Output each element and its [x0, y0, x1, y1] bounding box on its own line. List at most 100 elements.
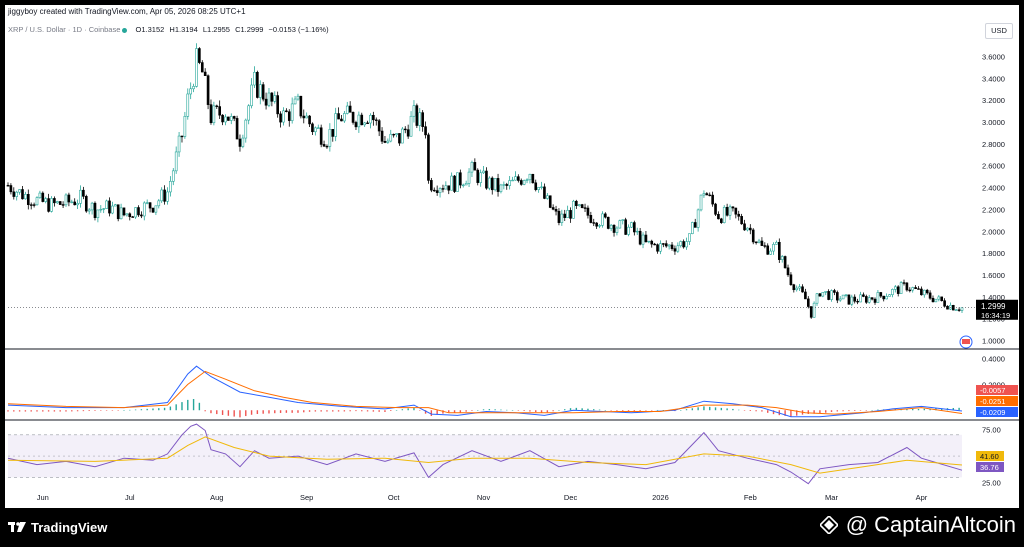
- candle-down: [58, 201, 62, 205]
- candle-up: [438, 188, 442, 193]
- candle-down: [221, 114, 224, 123]
- candle-down: [743, 223, 746, 231]
- macd-histogram-bar: [917, 408, 920, 411]
- candle-down: [122, 207, 126, 216]
- candle-up: [844, 294, 848, 296]
- candle-up: [409, 115, 413, 137]
- candle-up: [696, 209, 700, 228]
- candle-down: [673, 248, 677, 252]
- candle-down: [740, 216, 743, 225]
- macd-histogram-bar: [285, 410, 288, 413]
- macd-histogram-bar: [129, 409, 131, 411]
- candle-up: [229, 116, 233, 121]
- close-label: C: [235, 25, 241, 34]
- candle-up: [830, 290, 833, 300]
- candle-down: [554, 208, 558, 212]
- candle-down: [430, 180, 433, 191]
- candle-down: [563, 213, 567, 218]
- candle-down: [662, 243, 665, 245]
- candle-down: [372, 114, 375, 121]
- candle-down: [940, 296, 944, 302]
- candle-down: [650, 240, 654, 245]
- macd-histogram-bar: [639, 410, 641, 412]
- candle-down: [366, 122, 369, 124]
- macd-histogram-bar: [111, 410, 114, 411]
- macd-histogram-bar: [349, 410, 351, 412]
- macd-line: [7, 365, 963, 418]
- tradingview-logo[interactable]: TradingView: [8, 520, 107, 535]
- candle-down: [325, 145, 329, 148]
- candle-down: [517, 176, 520, 181]
- candle-up: [899, 282, 903, 294]
- candle-up: [525, 179, 529, 181]
- candle-down: [586, 207, 590, 216]
- price-tick-label: 2.0000: [982, 227, 1005, 236]
- macd-histogram-bar: [239, 410, 241, 418]
- macd-histogram-bar: [796, 410, 798, 416]
- candle-down: [140, 214, 143, 217]
- candle-down: [809, 306, 813, 318]
- candle-up: [891, 289, 894, 296]
- tradingview-brand: TradingView: [31, 520, 108, 535]
- macd-histogram-bar: [709, 406, 711, 411]
- macd-value-label: -0.0057: [980, 386, 1005, 395]
- candle-down: [392, 133, 395, 136]
- macd-histogram-bar: [685, 409, 688, 411]
- macd-histogram-bar: [616, 410, 618, 411]
- candle-up: [64, 194, 68, 206]
- candle-down: [374, 119, 378, 121]
- candle-up: [24, 194, 27, 200]
- macd-histogram-bar: [303, 410, 305, 413]
- candle-down: [873, 298, 877, 303]
- macd-histogram-bar: [308, 410, 311, 412]
- market-status-icon: [122, 27, 128, 33]
- macd-histogram-bar: [575, 407, 578, 411]
- macd-histogram-bar: [552, 410, 554, 412]
- price-tick-label: 2.8000: [982, 140, 1005, 149]
- symbol-name[interactable]: XRP / U.S. Dollar · 1D · Coinbase: [8, 25, 121, 34]
- candle-up: [488, 177, 491, 189]
- candle-down: [835, 292, 839, 301]
- chart-svg[interactable]: 3.6000 3.4000 3.2000 3.0000 2.8000 2.6000 2.40…: [0, 0, 1024, 508]
- candle-down: [377, 120, 381, 132]
- macd-histogram-bar: [274, 410, 276, 414]
- macd-histogram-bar: [100, 410, 102, 411]
- candle-up: [296, 95, 300, 100]
- candle-up: [859, 294, 862, 303]
- macd-histogram-bar: [227, 410, 230, 416]
- candle-up: [609, 224, 613, 229]
- candle-up: [699, 194, 703, 211]
- price-tick-label: 1.8000: [982, 249, 1005, 258]
- candle-down: [786, 267, 790, 276]
- macd-histogram-bar: [784, 410, 786, 416]
- candle-down: [406, 129, 410, 137]
- currency-button[interactable]: USD: [985, 23, 1013, 39]
- candle-up: [412, 105, 416, 117]
- candle-down: [708, 194, 712, 197]
- macd-histogram-bar: [297, 410, 299, 413]
- candle-up: [273, 95, 277, 102]
- candle-down: [604, 213, 607, 218]
- candle-down: [638, 230, 642, 245]
- watermark: @ CaptainAltcoin: [819, 512, 1016, 538]
- macd-histogram-bar: [610, 410, 612, 411]
- candle-down: [403, 128, 407, 131]
- candle-up: [96, 209, 100, 218]
- macd-histogram-bar: [216, 410, 218, 415]
- candle-up: [134, 207, 137, 218]
- macd-histogram-bar: [761, 410, 763, 412]
- candle-up: [169, 181, 172, 193]
- candle-down: [287, 111, 291, 121]
- candle-up: [363, 122, 366, 126]
- macd-histogram-bar: [471, 410, 473, 411]
- candle-up: [293, 98, 297, 105]
- macd-histogram-bar: [442, 410, 444, 414]
- candle-up: [815, 293, 819, 304]
- candle-up: [166, 191, 169, 202]
- candle-up: [772, 243, 775, 252]
- macd-histogram-bar: [453, 410, 456, 413]
- candle-down: [519, 180, 523, 185]
- macd-histogram-bar: [326, 410, 328, 412]
- macd-histogram-bar: [448, 410, 450, 413]
- candle-up: [795, 287, 799, 291]
